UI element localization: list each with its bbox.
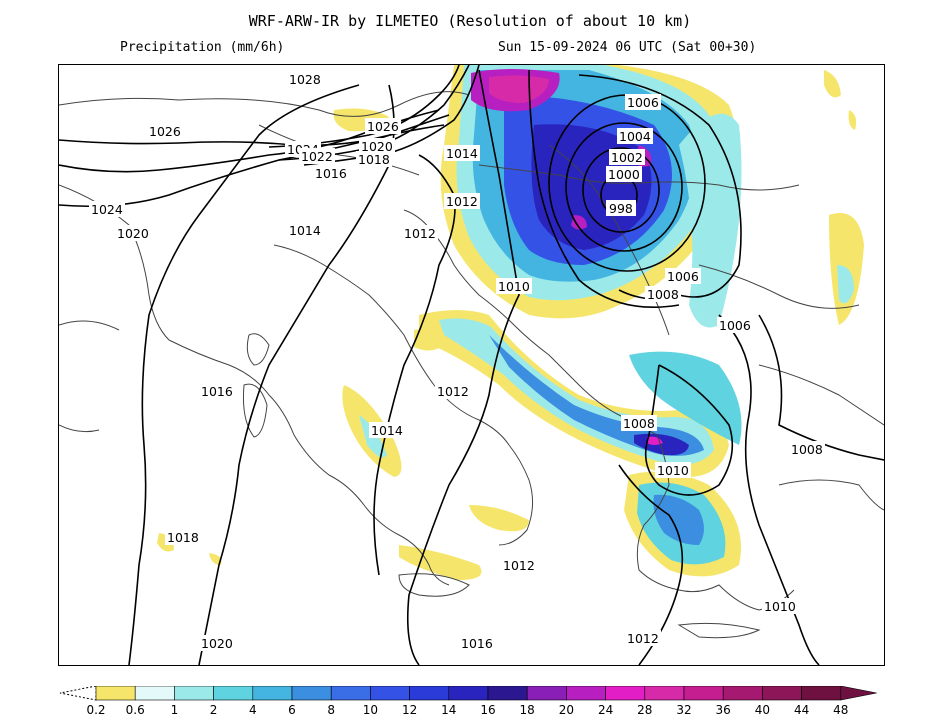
isobar-label: 1012 (404, 226, 436, 241)
legend-swatch (487, 685, 528, 701)
legend-tick-label: 6 (288, 703, 296, 717)
legend-tick-label: 0.6 (126, 703, 145, 717)
legend-swatch (409, 685, 450, 701)
legend-tick-label: 4 (249, 703, 257, 717)
isobar-label: 1012 (627, 631, 659, 646)
forecast-map: 1028 1026 1026 1024 1022 1020 1018 1016 … (58, 64, 885, 666)
isobar-label: 1010 (764, 599, 796, 614)
isobar-label: 1008 (647, 287, 679, 302)
isobar-label: 1012 (437, 384, 469, 399)
isobar-label: 1014 (371, 423, 403, 438)
isobar-label: 1004 (619, 129, 651, 144)
legend-tick-label: 10 (363, 703, 378, 717)
variable-label: Precipitation (mm/6h) (120, 40, 285, 55)
isobar-label: 1008 (623, 416, 655, 431)
map-canvas: 1028 1026 1026 1024 1022 1020 1018 1016 … (59, 65, 884, 665)
legend-swatch (291, 685, 332, 701)
legend-tick-label: 36 (716, 703, 731, 717)
legend-swatch (213, 685, 254, 701)
legend-swatch (448, 685, 489, 701)
legend-tick-label: 24 (598, 703, 613, 717)
isobar-label: 1020 (201, 636, 233, 651)
isobar-label: 1016 (461, 636, 493, 651)
legend-swatch (605, 685, 646, 701)
legend-tick-label: 8 (327, 703, 335, 717)
isobar-label: 1016 (201, 384, 233, 399)
legend-tick-label: 16 (480, 703, 495, 717)
legend-swatch (252, 685, 293, 701)
isobar-label: 1010 (498, 279, 530, 294)
legend-swatch (801, 685, 842, 701)
isobar-label: 1026 (367, 119, 399, 134)
legend-swatch (644, 685, 685, 701)
isobar-label: 1006 (719, 318, 751, 333)
legend-swatch (566, 685, 606, 701)
isobar-label: 1006 (667, 269, 699, 284)
isobar-label: 1014 (289, 223, 321, 238)
legend-tick-label: 18 (520, 703, 535, 717)
valid-time-label: Sun 15-09-2024 06 UTC (Sat 00+30) (498, 40, 757, 55)
isobar-label: 1016 (315, 166, 347, 181)
isobar-label: 1018 (167, 530, 199, 545)
legend-tick-label: 14 (441, 703, 456, 717)
isobar-label: 1028 (289, 72, 321, 87)
legend-left-arrow (59, 685, 97, 701)
isobar-label: 1006 (627, 95, 659, 110)
isobar-label: 1024 (91, 202, 123, 217)
isobar-label: 1008 (791, 442, 823, 457)
isobar-label: 1000 (608, 167, 640, 182)
isobar-label: 1026 (149, 124, 181, 139)
legend-tick-label: 40 (755, 703, 770, 717)
precipitation-legend: 0.2 0.6 1 2 4 6 8 10 12 14 16 18 20 24 28 32 36 40 44 48 (58, 685, 888, 724)
legend-tick-label: 28 (637, 703, 652, 717)
legend-tick-label: 32 (676, 703, 691, 717)
legend-swatch (370, 685, 410, 701)
legend-swatch (526, 685, 567, 701)
legend-swatch (722, 685, 763, 701)
isobar-label: 1020 (117, 226, 149, 241)
legend-right-arrow (840, 685, 877, 701)
isobar-label: 998 (609, 201, 633, 216)
legend-swatch (134, 685, 175, 701)
legend-swatch (95, 685, 136, 701)
legend-swatch (762, 685, 802, 701)
legend-bar: 0.2 0.6 1 2 4 6 8 10 12 14 16 18 20 24 28 32 36 40 44 48 (59, 685, 877, 717)
isobar-label: 1018 (358, 152, 390, 167)
legend-tick-label: 12 (402, 703, 417, 717)
isobar-labels: 1028 1026 1026 1024 1022 1020 1018 1016 … (89, 71, 825, 651)
legend-tick-label: 44 (794, 703, 809, 717)
isobar-label: 1010 (657, 463, 689, 478)
isobar-label: 1020 (361, 139, 393, 154)
legend-tick-label: 48 (833, 703, 848, 717)
isobar-label: 1012 (446, 194, 478, 209)
legend-swatch (683, 685, 724, 701)
isobar-label: 1022 (301, 149, 333, 164)
legend-tick-label: 0.2 (86, 703, 105, 717)
isobar-label: 1002 (611, 150, 643, 165)
legend-swatch (174, 685, 214, 701)
isobar-label: 1014 (446, 146, 478, 161)
legend-tick-label: 20 (559, 703, 574, 717)
isobar-label: 1012 (503, 558, 535, 573)
legend-swatch (330, 685, 371, 701)
legend-tick-label: 2 (210, 703, 218, 717)
legend-tick-label: 1 (171, 703, 179, 717)
map-title: WRF-ARW-IR by ILMETEO (Resolution of abo… (248, 12, 692, 30)
